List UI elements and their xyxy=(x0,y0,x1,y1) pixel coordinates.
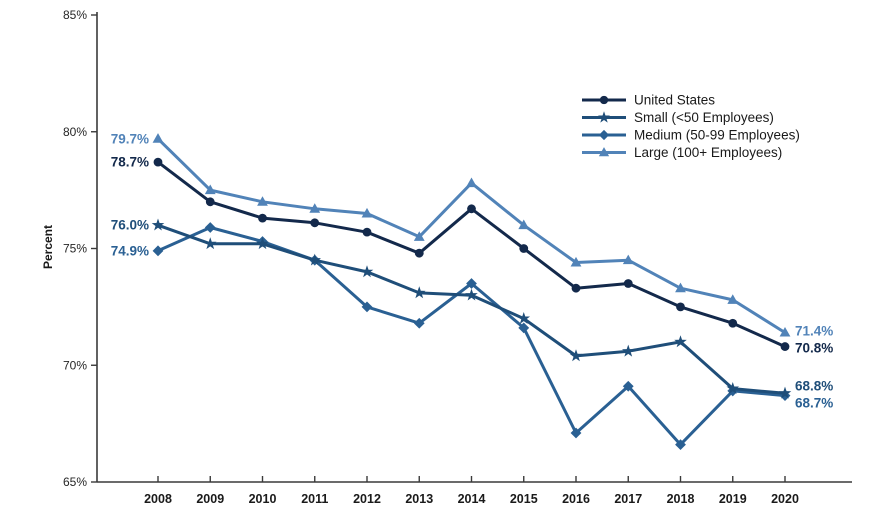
data-point-united-states xyxy=(258,213,267,223)
data-point-united-states xyxy=(780,342,790,351)
y-tick-label: 65% xyxy=(63,475,87,489)
data-point-united-states xyxy=(571,283,581,293)
data-point-medium-50-99-employees xyxy=(518,322,530,334)
x-tick-label: 2008 xyxy=(144,492,172,506)
data-point-medium-50-99-employees xyxy=(204,222,216,233)
series-line-united-states xyxy=(156,160,787,349)
data-point-united-states xyxy=(414,248,424,258)
data-point-large-100-employees xyxy=(413,231,425,241)
x-tick-label: 2009 xyxy=(196,492,224,506)
x-tick-label: 2017 xyxy=(614,492,642,506)
series-line-medium-50-99-employees xyxy=(156,226,787,447)
legend-star-icon xyxy=(598,111,610,123)
end-value-label-large-100-employees: 71.4% xyxy=(795,324,833,339)
x-tick-label: 2010 xyxy=(249,492,277,506)
data-point-small-50-employees xyxy=(308,253,322,266)
data-point-united-states xyxy=(362,227,372,237)
data-point-medium-50-99-employees xyxy=(152,245,164,257)
data-point-large-100-employees xyxy=(309,203,321,213)
y-tick-label: 85% xyxy=(63,8,87,22)
y-tick-label: 70% xyxy=(63,358,87,372)
x-tick-label: 2012 xyxy=(353,492,381,506)
data-point-medium-50-99-employees xyxy=(413,317,425,329)
x-tick-label: 2011 xyxy=(301,492,328,506)
start-value-label-united-states: 78.7% xyxy=(111,155,149,170)
data-point-united-states xyxy=(467,204,476,214)
data-point-small-50-employees xyxy=(151,218,165,231)
end-value-label-united-states: 70.8% xyxy=(795,341,833,356)
legend-label-medium-50-99-employees: Medium (50-99 Employees) xyxy=(634,128,800,143)
data-point-united-states xyxy=(310,218,320,228)
data-point-small-50-employees xyxy=(412,286,426,299)
data-point-united-states xyxy=(205,197,215,207)
x-tick-label: 2016 xyxy=(562,492,590,506)
series-line-large-100-employees xyxy=(156,137,787,335)
data-point-large-100-employees xyxy=(675,282,686,293)
data-point-large-100-employees xyxy=(779,326,791,337)
x-tick-label: 2018 xyxy=(667,492,695,506)
data-point-large-100-employees xyxy=(622,254,634,265)
end-value-label-medium-50-99-employees: 68.7% xyxy=(795,395,833,410)
x-tick-label: 2019 xyxy=(719,492,747,506)
data-point-small-50-employees xyxy=(726,382,740,394)
legend-diamond-icon xyxy=(598,129,610,141)
data-point-united-states xyxy=(728,318,738,328)
y-tick-label: 75% xyxy=(63,242,87,256)
data-point-small-50-employees xyxy=(517,311,531,324)
end-value-label-small-50-employees: 68.8% xyxy=(795,378,833,393)
data-point-large-100-employees xyxy=(466,177,477,188)
data-point-large-100-employees xyxy=(518,219,530,230)
x-tick-label: 2014 xyxy=(458,492,486,506)
x-tick-label: 2013 xyxy=(405,492,433,506)
data-point-large-100-employees xyxy=(152,133,164,143)
data-point-small-50-employees xyxy=(256,237,269,250)
x-tick-label: 2015 xyxy=(510,492,538,506)
data-point-united-states xyxy=(623,279,633,288)
data-point-united-states xyxy=(153,157,163,167)
data-point-medium-50-99-employees xyxy=(622,380,634,392)
x-tick-label: 2020 xyxy=(771,492,799,506)
data-point-medium-50-99-employees xyxy=(466,278,477,289)
data-point-large-100-employees xyxy=(204,184,216,195)
legend-label-large-100-employees: Large (100+ Employees) xyxy=(634,145,782,160)
data-point-small-50-employees xyxy=(203,237,217,250)
start-value-label-small-50-employees: 76.0% xyxy=(111,218,149,233)
legend-triangle-icon xyxy=(598,147,610,157)
data-point-large-100-employees xyxy=(361,207,373,218)
data-point-small-50-employees xyxy=(360,265,374,278)
start-value-label-large-100-employees: 79.7% xyxy=(111,131,149,146)
data-point-large-100-employees xyxy=(257,196,268,206)
y-tick-label: 80% xyxy=(63,125,87,139)
data-point-medium-50-99-employees xyxy=(570,427,582,439)
legend-label-small-50-employees: Small (<50 Employees) xyxy=(634,110,774,125)
start-value-label-medium-50-99-employees: 74.9% xyxy=(111,243,149,258)
legend-label-united-states: United States xyxy=(634,93,715,108)
data-point-small-50-employees xyxy=(465,288,478,301)
data-point-small-50-employees xyxy=(569,349,583,362)
data-point-large-100-employees xyxy=(570,256,582,267)
data-point-small-50-employees xyxy=(674,335,687,348)
y-axis-title: Percent xyxy=(41,225,55,269)
legend-circle-icon xyxy=(599,95,609,105)
data-point-medium-50-99-employees xyxy=(675,439,686,451)
data-point-medium-50-99-employees xyxy=(361,301,373,313)
data-point-small-50-employees xyxy=(778,386,792,399)
data-point-large-100-employees xyxy=(727,294,739,304)
data-point-united-states xyxy=(519,244,529,253)
data-point-small-50-employees xyxy=(621,344,635,357)
data-point-united-states xyxy=(676,302,685,312)
